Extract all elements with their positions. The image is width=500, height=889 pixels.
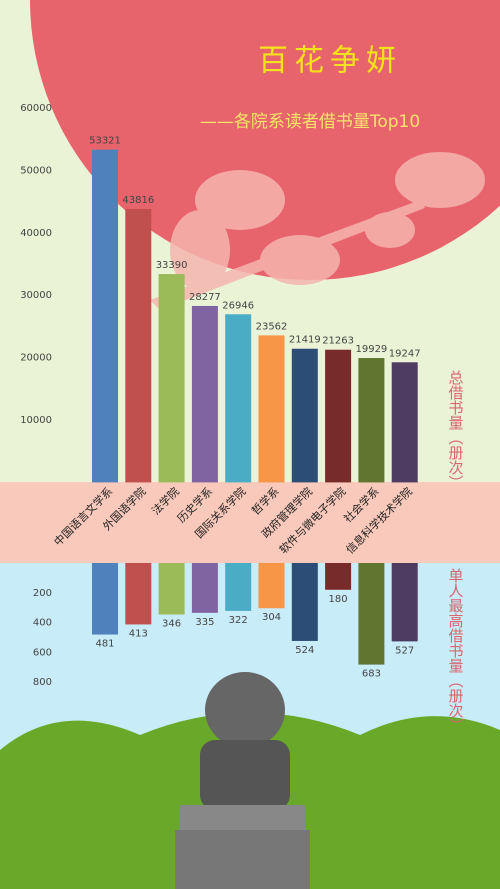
- value-label: 527: [395, 645, 414, 656]
- bar: [291, 563, 318, 641]
- bar: [258, 335, 285, 483]
- value-label: 481: [95, 639, 114, 650]
- y-tick-label: 400: [33, 618, 52, 629]
- bar: [158, 274, 185, 483]
- value-label: 413: [129, 628, 148, 639]
- value-label: 683: [362, 669, 381, 680]
- y-tick-label: 600: [33, 647, 52, 658]
- y-tick-label: 50000: [20, 165, 52, 176]
- value-label: 180: [329, 594, 348, 605]
- y-tick-label: 30000: [20, 290, 52, 301]
- bar: [358, 358, 385, 483]
- value-label: 322: [229, 615, 248, 626]
- bar: [125, 208, 152, 483]
- value-label: 23562: [256, 321, 288, 332]
- value-label: 53321: [89, 136, 121, 147]
- bar: [225, 563, 252, 611]
- value-label: 21263: [322, 336, 354, 347]
- subtitle: ——各院系读者借书量Top10: [200, 112, 420, 132]
- y-tick-label: 800: [33, 677, 52, 688]
- y-axis-label: 总借书量（册次）: [447, 370, 465, 490]
- bar: [92, 149, 118, 483]
- bar: [391, 563, 418, 642]
- lion-statue: [175, 672, 310, 889]
- bar: [225, 314, 252, 483]
- value-label: 33390: [156, 260, 188, 271]
- value-label: 19247: [389, 348, 421, 359]
- y-tick-label: 10000: [20, 415, 52, 426]
- flower-silhouette: [150, 152, 485, 310]
- y-tick-label: 40000: [20, 228, 52, 239]
- y-axis-label: 单人最高借书量（册次）: [447, 568, 465, 733]
- value-label: 26946: [222, 300, 254, 311]
- value-label: 19929: [355, 344, 387, 355]
- bar: [125, 563, 152, 625]
- value-label: 524: [295, 645, 314, 656]
- bar: [258, 563, 285, 609]
- bar: [358, 563, 385, 665]
- bar: [291, 348, 318, 483]
- value-label: 21419: [289, 335, 321, 346]
- value-label: 43816: [122, 195, 154, 206]
- title: 百花争妍: [258, 44, 402, 79]
- bar: [191, 305, 218, 483]
- bar: [391, 362, 418, 483]
- bar: [325, 349, 352, 483]
- y-tick-label: 60000: [20, 103, 52, 114]
- bar: [92, 563, 118, 635]
- bar: [158, 563, 185, 615]
- y-tick-label: 20000: [20, 353, 52, 364]
- value-label: 28277: [189, 292, 221, 303]
- bar: [325, 563, 352, 590]
- value-label: 346: [162, 618, 181, 629]
- value-label: 335: [195, 617, 214, 628]
- y-tick-label: 200: [33, 588, 52, 599]
- clip: [0, 0, 30, 110]
- bar: [191, 563, 218, 613]
- category-band: [0, 482, 500, 563]
- value-label: 304: [262, 612, 281, 623]
